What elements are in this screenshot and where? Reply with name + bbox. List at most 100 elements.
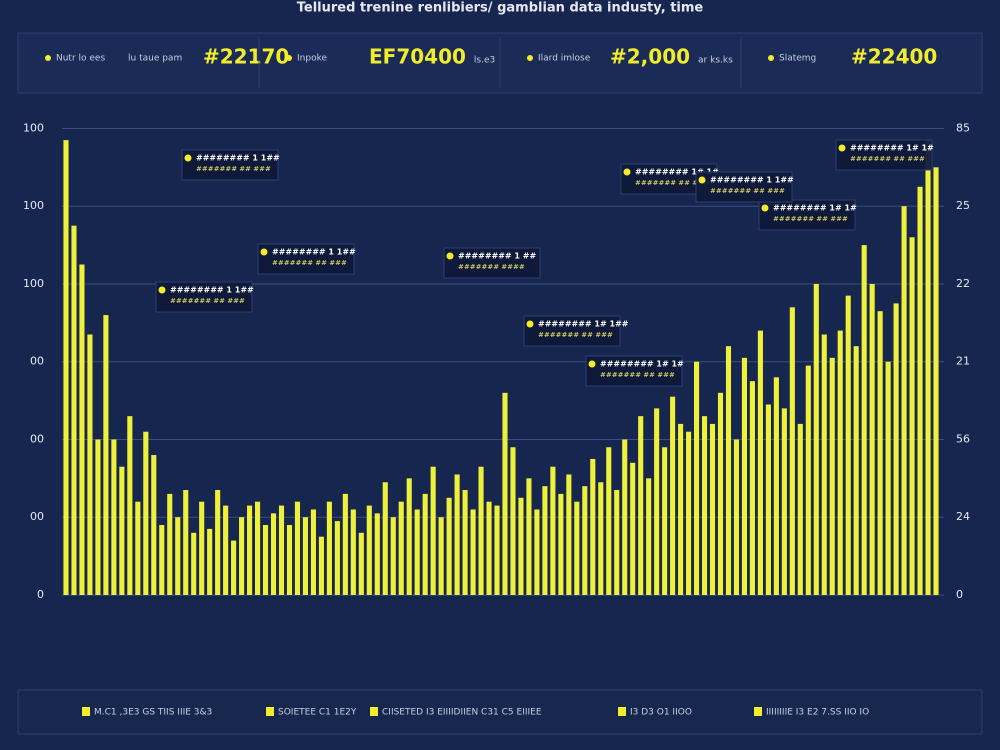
bar	[286, 525, 293, 595]
callout-box	[523, 315, 621, 347]
bar	[686, 431, 692, 595]
bar	[662, 447, 668, 595]
kpi-value: EF70400	[369, 45, 466, 69]
callout-sub: ####### ## ###	[600, 371, 675, 379]
bar	[374, 513, 380, 595]
bar	[638, 416, 644, 595]
bar	[247, 505, 253, 595]
bar	[406, 478, 412, 595]
bar	[414, 509, 420, 595]
callout-title: ######## 1 1##	[170, 286, 254, 295]
callout-box	[181, 149, 279, 181]
bar	[79, 264, 85, 595]
callout-dot	[588, 360, 596, 368]
footer-text: M.C1 ,3E3 GS TIIS IIIE 3&3	[94, 708, 212, 718]
bar	[390, 517, 396, 595]
callout-title: ######## 1 ##	[458, 252, 536, 261]
bar	[725, 346, 732, 595]
y-tick-label: 00	[30, 355, 44, 368]
callout-sub: ####### ## ###	[635, 179, 710, 187]
bar	[159, 525, 165, 595]
bar	[526, 478, 532, 595]
bar	[773, 377, 779, 595]
bar	[127, 416, 133, 595]
bar	[733, 439, 740, 595]
callout-title: ######## 1# 1#	[850, 144, 934, 153]
callout-title: ######## 1 1##	[196, 154, 280, 163]
callout-box	[695, 171, 793, 203]
callout-sub: ####### ####	[458, 263, 525, 271]
callout-title: ######## 1 1##	[272, 248, 356, 257]
bar	[853, 346, 859, 595]
y2-tick-label: 0	[956, 588, 963, 601]
y-tick-label: 100	[23, 277, 44, 290]
bar	[510, 447, 516, 595]
kpi-dot	[45, 55, 51, 61]
bar	[598, 482, 604, 595]
footer-text: SOIETEE C1 1E2Y	[278, 708, 357, 718]
callout-box	[835, 139, 933, 171]
kpi-value: #22170	[203, 45, 289, 69]
callout-title: ######## 1 1##	[710, 176, 794, 185]
bar	[901, 206, 907, 595]
callout-box	[155, 281, 253, 313]
y-tick-label: 100	[23, 121, 44, 134]
callout-box	[443, 247, 541, 279]
callout-title: ######## 1# 1##	[538, 320, 629, 329]
bar	[813, 283, 819, 595]
bar	[119, 466, 125, 595]
y2-tick-label: 25	[956, 199, 970, 212]
callout-dot	[260, 248, 268, 256]
bar	[223, 505, 229, 595]
bar	[103, 315, 109, 595]
bar	[422, 493, 428, 595]
footer-text: CIISETED I3 EIIIIDIIEN C31 C5 EIIIEE	[382, 708, 542, 718]
bar	[239, 517, 245, 595]
bar	[542, 486, 548, 595]
bar	[382, 482, 388, 595]
callout-dot	[184, 154, 192, 162]
bar	[909, 237, 915, 595]
bar	[111, 439, 117, 595]
callout-box	[758, 199, 856, 231]
kpi-dot	[527, 55, 533, 61]
bar	[398, 501, 404, 595]
bar	[933, 167, 939, 595]
bar	[486, 501, 492, 595]
bar	[95, 439, 101, 595]
callout-dot	[158, 286, 166, 294]
callout-sub: ####### ## ###	[170, 297, 245, 305]
bar	[294, 501, 301, 595]
y2-tick-label: 56	[956, 432, 970, 445]
bar	[709, 423, 716, 595]
callout-title: ######## 1# 1#	[635, 168, 719, 177]
callout-box	[585, 355, 683, 387]
callout-box	[257, 243, 355, 275]
bar	[215, 490, 221, 595]
bar	[630, 462, 636, 595]
bar	[646, 478, 652, 595]
kpi-label: Slatemg	[779, 54, 816, 64]
bar	[574, 501, 580, 595]
bar	[454, 474, 460, 595]
bar	[342, 493, 348, 595]
bar	[566, 474, 572, 595]
kpi-sublabel: lu taue pam	[128, 54, 182, 64]
bar	[87, 334, 93, 595]
legend-swatch	[82, 707, 90, 716]
bar	[590, 458, 596, 595]
kpi-label: Inpoke	[297, 54, 327, 64]
bar	[765, 404, 771, 595]
callout-dot	[446, 252, 454, 260]
bar	[302, 517, 308, 595]
bar	[550, 466, 556, 595]
bar	[438, 517, 444, 595]
callout-title: ######## 1# 1#	[773, 204, 857, 213]
bar	[135, 501, 141, 595]
kpi-value: #22400	[851, 45, 937, 69]
bar	[446, 497, 452, 595]
kpi-dot	[286, 55, 292, 61]
callout-dot	[623, 168, 631, 176]
bar	[821, 334, 827, 595]
kpi-value: #2,000	[610, 45, 690, 69]
